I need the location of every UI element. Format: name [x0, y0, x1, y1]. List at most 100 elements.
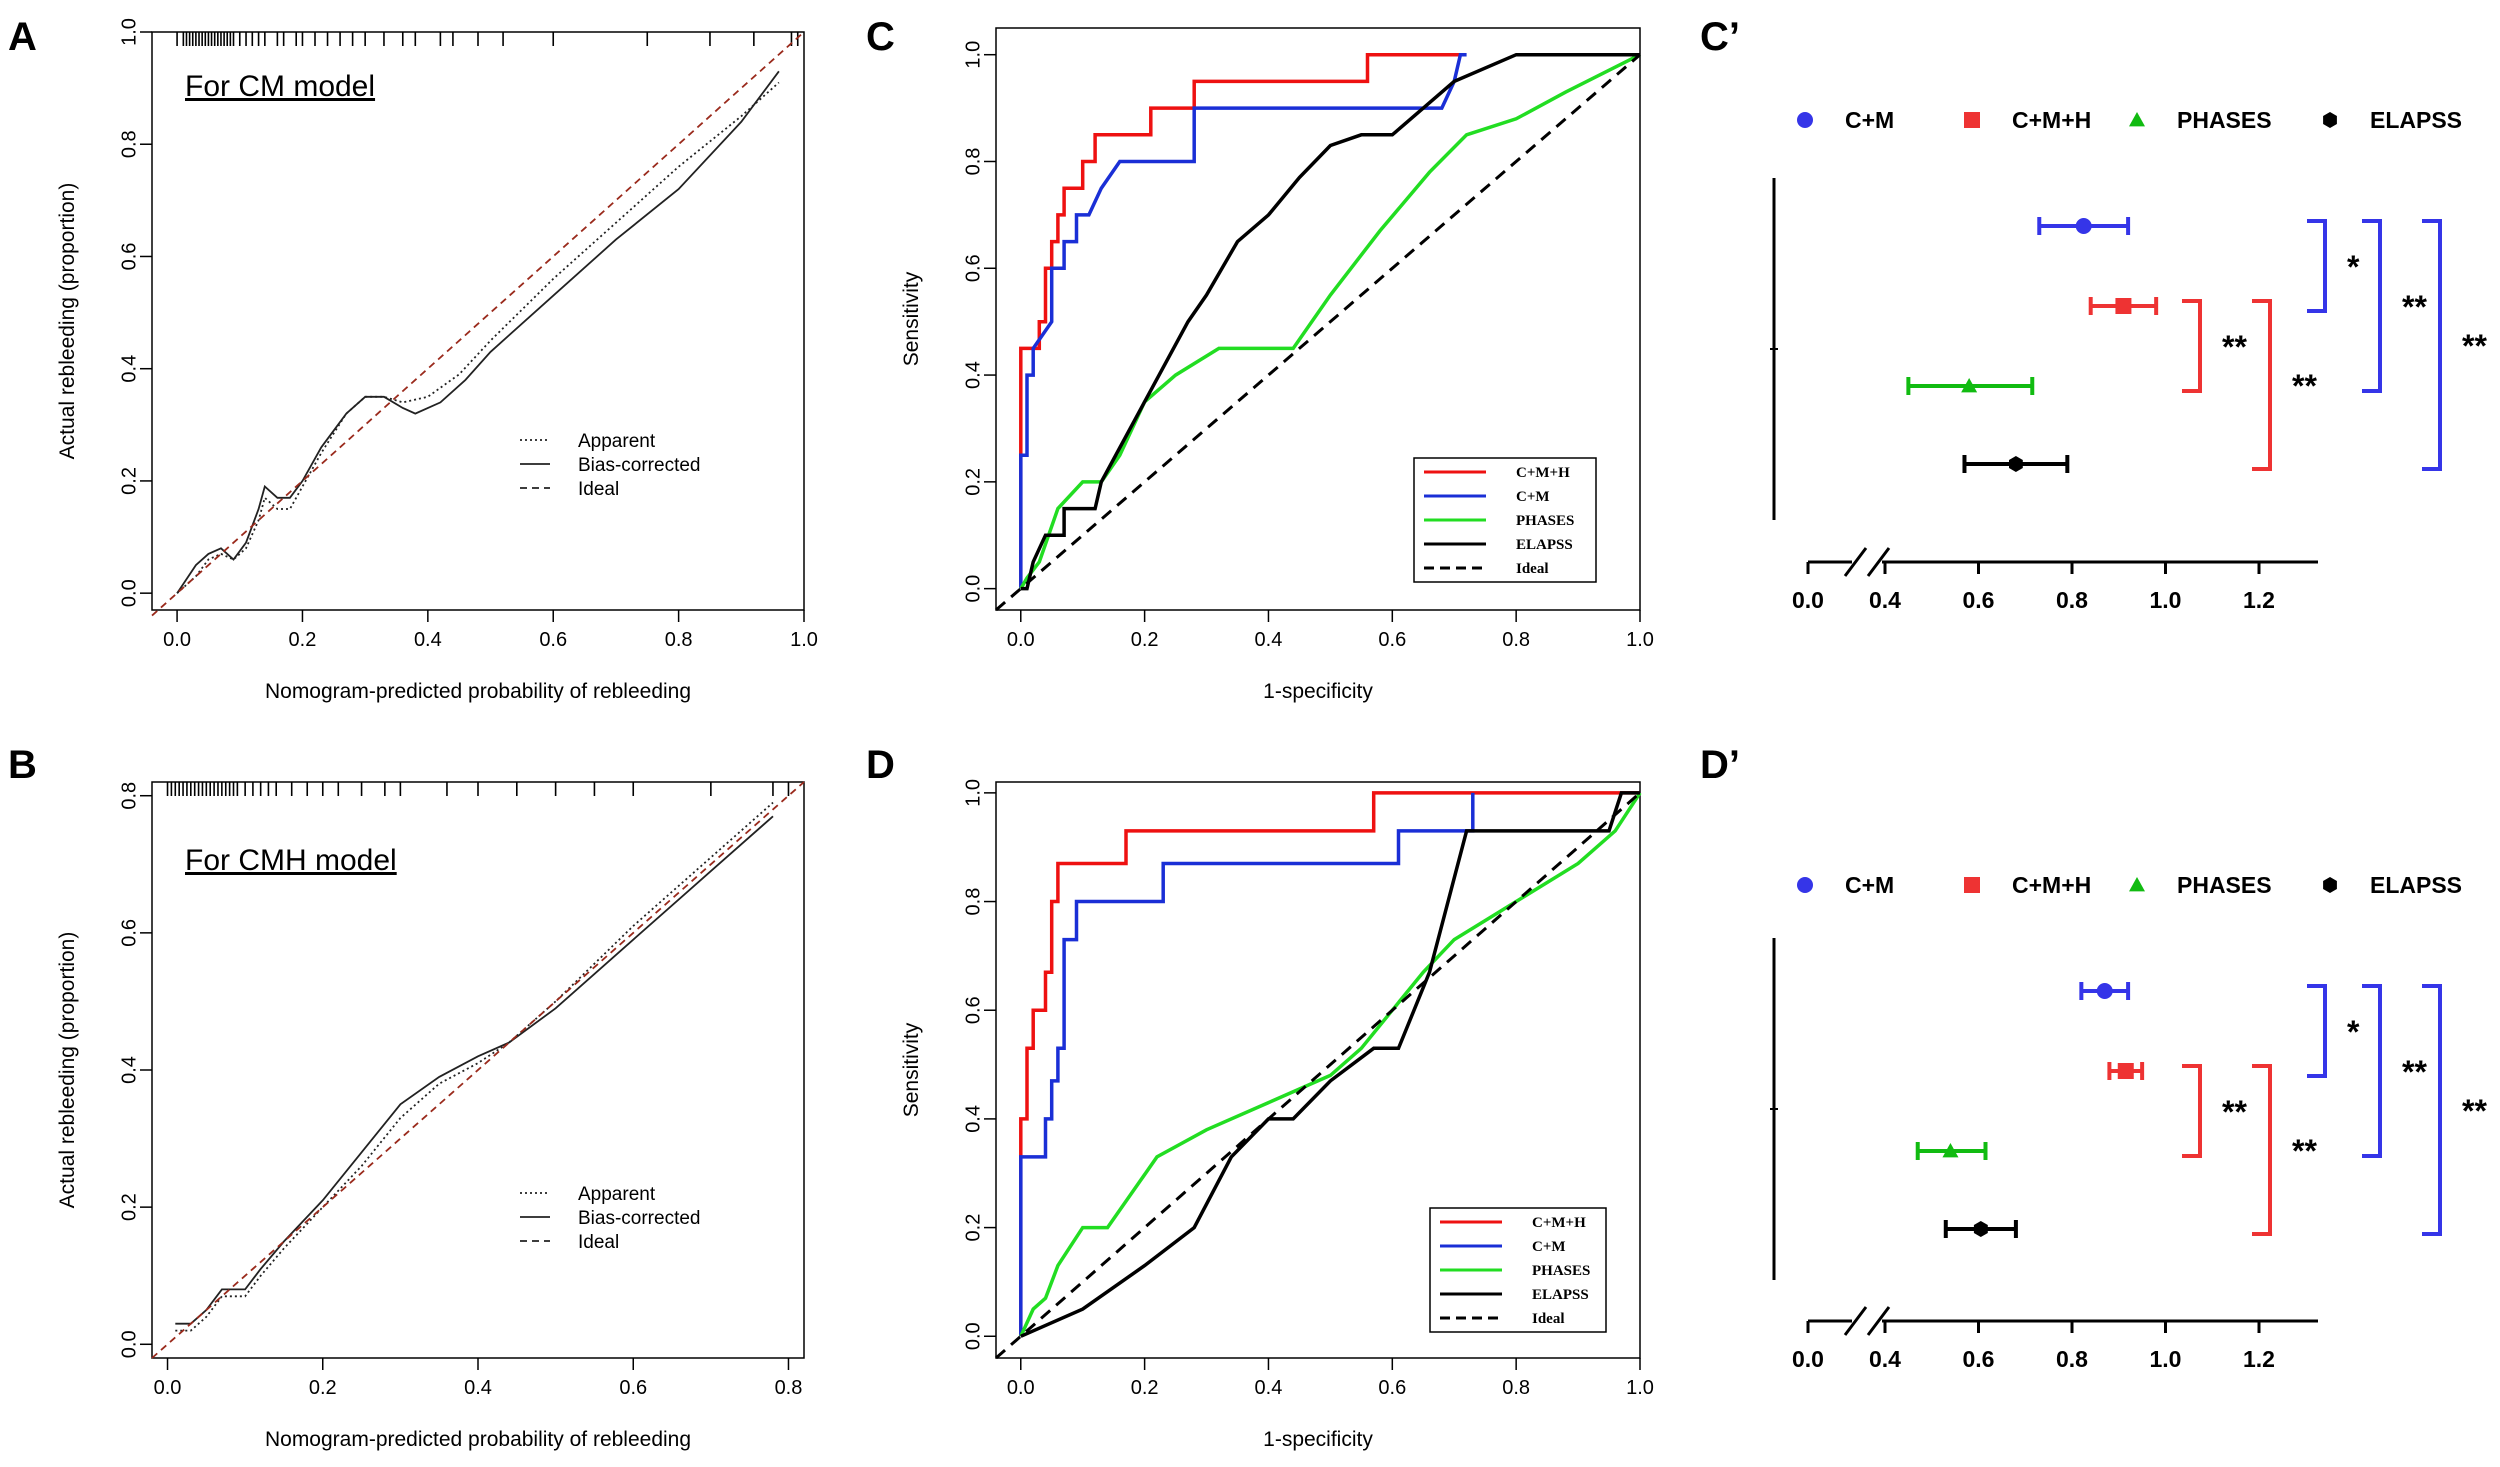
c-y-tick-label: 0.2: [962, 468, 984, 496]
d-y-tick-label: 0.8: [962, 888, 984, 916]
d-prime-x-tick-label: 1.2: [2243, 1346, 2275, 1372]
d-prime-sig-label: **: [2292, 1133, 2317, 1169]
d-x-tick-label: 0.2: [1131, 1377, 1159, 1399]
d-series-ideal: [995, 791, 1641, 1360]
d-y-tick-label: 1.0: [962, 779, 984, 807]
d-prime-sig-bracket: [2362, 984, 2382, 1158]
c-series-elapss: [1020, 52, 1640, 591]
roc-chart-d: 0.0 0.0 0.2 0.2 0.4 0.4 0.6 0.6 0.8 0.8 1.0 1.0 1-sp…: [900, 779, 1654, 1451]
d-prime-legend-marker: [2323, 877, 2337, 893]
d-x-tick-label: 0.6: [1378, 1377, 1406, 1399]
d-x-tick-label: 0.0: [1007, 1377, 1035, 1399]
c-plot-frame: [995, 27, 1641, 611]
roc-chart-c: 0.0 0.0 0.2 0.2 0.4 0.4 0.6 0.6 0.8 0.8 1.0 1.0 1-sp…: [900, 27, 1654, 703]
d-prime-legend-marker: [2129, 877, 2145, 892]
a-legend-label: Bias-corrected: [578, 455, 701, 476]
d-prime-sig-bracket: [2182, 1064, 2202, 1158]
a-y-tick-label: 0.2: [118, 467, 140, 495]
c-prime-point-phases: [1961, 378, 1978, 393]
c-legend-label: ELAPSS: [1516, 537, 1573, 553]
d-prime-legend-label: C+M+H: [2012, 872, 2091, 898]
a-x-tick-label: 0.2: [289, 629, 317, 651]
c-prime-x-tick-label: 1.2: [2243, 587, 2275, 613]
d-prime-x-tick-label: 0.0: [1792, 1346, 1824, 1372]
c-prime-point-elapss: [2009, 456, 2023, 472]
panel-b-subtitle: For CMH model: [185, 844, 397, 877]
d-prime-x-tick-label: 0.6: [1963, 1346, 1995, 1372]
c-legend-label: Ideal: [1516, 561, 1549, 577]
d-prime-sig-label: **: [2462, 1093, 2487, 1129]
c-prime-x-tick-label: 0.6: [1963, 587, 1995, 613]
d-series-phases: [1019, 791, 1642, 1338]
d-x-tick-label: 1.0: [1626, 1377, 1654, 1399]
d-prime-legend-marker: [1797, 877, 1813, 893]
c-prime-sig-bracket: [2362, 219, 2382, 393]
c-prime-sig-bracket: [2307, 219, 2327, 313]
c-series-ideal: [995, 53, 1641, 612]
a-legend-label: Apparent: [578, 431, 656, 452]
d-legend-label: PHASES: [1532, 1263, 1590, 1279]
c-prime-sig-bracket: [2182, 299, 2202, 393]
c-prime-sig-label: *: [2347, 249, 2360, 285]
c-prime-x-tick-label: 1.0: [2150, 587, 2182, 613]
d-prime-legend-marker: [1964, 877, 1980, 893]
c-series-c-m-h: [1019, 52, 1461, 589]
c-x-axis-label: 1-specificity: [1263, 680, 1373, 703]
d-prime-sig-label: **: [2222, 1094, 2247, 1130]
d-plot-frame: [995, 781, 1641, 1359]
a-y-tick-label: 0.0: [118, 579, 140, 607]
b-x-tick-label: 0.6: [619, 1377, 647, 1399]
c-y-tick-label: 0.8: [962, 148, 984, 176]
a-x-tick-label: 1.0: [790, 629, 818, 651]
c-x-tick-label: 1.0: [1626, 629, 1654, 651]
a-series-apparent: [176, 81, 780, 594]
c-series-phases: [1019, 53, 1641, 590]
d-series-c-m-h: [1019, 791, 1640, 1337]
d-legend-label: C+M: [1532, 1239, 1566, 1255]
a-y-tick-label: 1.0: [118, 18, 140, 46]
d-prime-legend-label: PHASES: [2177, 872, 2272, 898]
d-prime-sig-label: *: [2347, 1014, 2360, 1050]
c-prime-x-tick-label: 0.8: [2056, 587, 2088, 613]
d-y-tick-label: 0.6: [962, 996, 984, 1024]
c-legend-label: PHASES: [1516, 513, 1574, 529]
c-legend-label: C+M+H: [1516, 465, 1570, 481]
c-series-c-m: [1019, 52, 1467, 589]
d-y-tick-label: 0.2: [962, 1214, 984, 1242]
panel-letter-c: C: [866, 15, 895, 59]
d-prime-point-c-m: [2096, 983, 2113, 999]
d-y-axis-label: Sensitivity: [900, 1022, 923, 1117]
d-prime-x-tick-label: 0.8: [2056, 1346, 2088, 1372]
d-y-tick-label: 0.4: [962, 1105, 984, 1133]
panel-letter-d-prime: D’: [1700, 743, 1740, 787]
c-prime-sig-label: **: [2462, 328, 2487, 364]
d-prime-point-elapss: [1973, 1221, 1988, 1237]
d-prime-x-tick-label: 0.4: [1869, 1346, 1901, 1372]
a-x-tick-label: 0.6: [539, 629, 567, 651]
panel-letter-d: D: [866, 743, 895, 787]
calibration-chart-cm: 0.0 0.0 0.2 0.2 0.4 0.4 0.6 0.6 0.8 0.8 1.0 1.0 Nomo…: [56, 18, 818, 703]
c-x-tick-label: 0.6: [1378, 629, 1406, 651]
d-x-tick-label: 0.8: [1502, 1377, 1530, 1399]
d-prime-sig-bracket: [2252, 1064, 2272, 1236]
d-legend-label: C+M+H: [1532, 1215, 1586, 1231]
d-prime-sig-label: **: [2402, 1054, 2427, 1090]
b-x-tick-label: 0.4: [464, 1377, 492, 1399]
panel-a-subtitle: For CM model: [185, 70, 375, 103]
c-prime-x-tick-label: 0.0: [1792, 587, 1824, 613]
b-y-tick-label: 0.6: [118, 919, 140, 947]
c-x-tick-label: 0.8: [1502, 629, 1530, 651]
c-prime-sig-bracket: [2422, 219, 2442, 471]
b-x-tick-label: 0.0: [154, 1377, 182, 1399]
d-prime-sig-bracket: [2307, 984, 2327, 1078]
a-x-tick-label: 0.0: [163, 629, 191, 651]
c-prime-legend-label: ELAPSS: [2370, 107, 2462, 133]
c-y-tick-label: 0.4: [962, 361, 984, 389]
a-x-tick-label: 0.8: [665, 629, 693, 651]
c-y-tick-label: 0.0: [962, 575, 984, 603]
c-prime-legend-marker: [2323, 112, 2337, 128]
c-prime-legend-marker: [1964, 112, 1980, 128]
a-legend-label: Ideal: [578, 479, 619, 500]
